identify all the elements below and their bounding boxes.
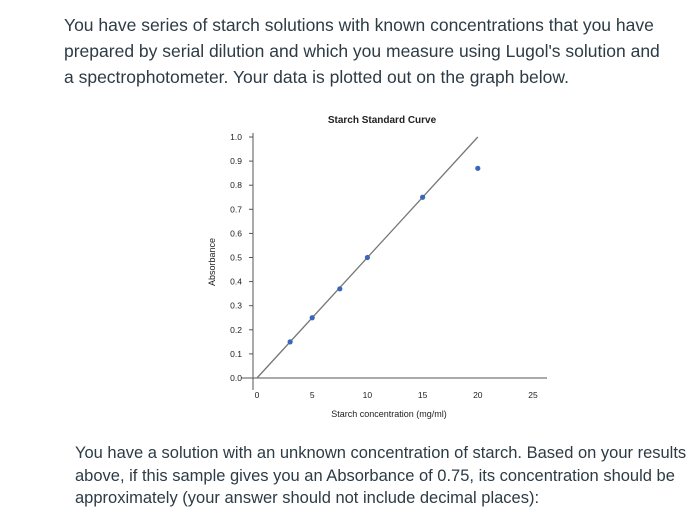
question-intro-text: You have series of starch solutions with… [64,15,660,87]
data-point [364,254,370,261]
y-tick-label: 0.8 [230,180,242,190]
y-tick-label: 0.7 [230,204,242,214]
x-axis-label: Starch concentration (mg/ml) [331,409,447,419]
y-tick-label: 0.5 [230,253,242,263]
x-tick-label: 0 [255,390,260,400]
data-point [420,194,426,200]
y-tick-label: 0.3 [230,301,242,311]
y-tick-label: 0.4 [230,277,242,287]
chart-title: Starch Standard Curve [328,115,437,126]
starch-standard-curve-chart: Starch Standard Curve Absorbance Starch … [207,115,547,419]
x-tick-label: 20 [473,390,483,400]
data-point [287,339,293,345]
data-point [475,165,481,171]
y-tick-label: 0.6 [230,228,242,238]
y-tick-label: 1.0 [230,132,242,142]
x-tick-label: 5 [310,390,315,400]
x-tick-label: 10 [363,390,373,400]
data-point [337,286,343,292]
x-tick-label: 25 [528,390,538,400]
x-axis-ticks: 0 5 10 15 20 25 [255,390,538,400]
y-tick-label: 0.0 [230,373,242,383]
question-followup-text: You have a solution with an unknown conc… [75,444,687,507]
y-tick-label: 0.2 [230,325,242,335]
data-points [287,165,481,345]
y-tick-label: 0.1 [230,349,242,359]
y-axis-ticks: 0.0 0.1 0.2 0.3 0.4 0.5 0.6 0.7 0.8 0.9 1.0 [230,132,253,383]
chart-axes [241,133,547,390]
data-point [309,315,315,321]
y-tick-label: 0.9 [230,156,242,166]
y-axis-label: Absorbance [207,238,217,286]
x-tick-label: 15 [418,390,428,400]
